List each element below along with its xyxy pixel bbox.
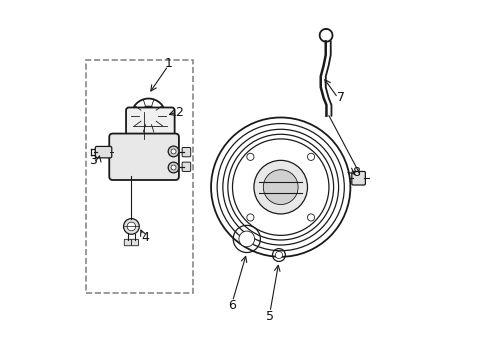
FancyBboxPatch shape: [182, 162, 191, 171]
Circle shape: [168, 162, 179, 173]
Circle shape: [171, 149, 176, 154]
FancyBboxPatch shape: [182, 148, 191, 157]
Circle shape: [123, 219, 139, 234]
Circle shape: [307, 153, 315, 161]
Circle shape: [239, 231, 255, 247]
Bar: [86, 60, 193, 293]
FancyBboxPatch shape: [109, 134, 179, 180]
Text: 8: 8: [352, 166, 360, 179]
Text: 3: 3: [89, 154, 97, 167]
Circle shape: [275, 251, 283, 258]
Circle shape: [127, 222, 136, 231]
Circle shape: [247, 214, 254, 221]
FancyBboxPatch shape: [126, 108, 174, 144]
Text: 6: 6: [228, 299, 237, 312]
Circle shape: [307, 214, 315, 221]
Circle shape: [247, 153, 254, 161]
FancyBboxPatch shape: [352, 171, 366, 185]
Circle shape: [263, 170, 298, 204]
Text: 7: 7: [337, 91, 345, 104]
FancyBboxPatch shape: [96, 147, 112, 158]
Text: 2: 2: [175, 105, 183, 119]
FancyBboxPatch shape: [124, 239, 131, 246]
Circle shape: [168, 146, 179, 157]
Text: 4: 4: [142, 231, 149, 244]
Text: 1: 1: [164, 57, 172, 71]
Circle shape: [171, 165, 176, 170]
Text: 5: 5: [266, 310, 274, 323]
Circle shape: [254, 160, 308, 214]
FancyBboxPatch shape: [131, 239, 139, 246]
